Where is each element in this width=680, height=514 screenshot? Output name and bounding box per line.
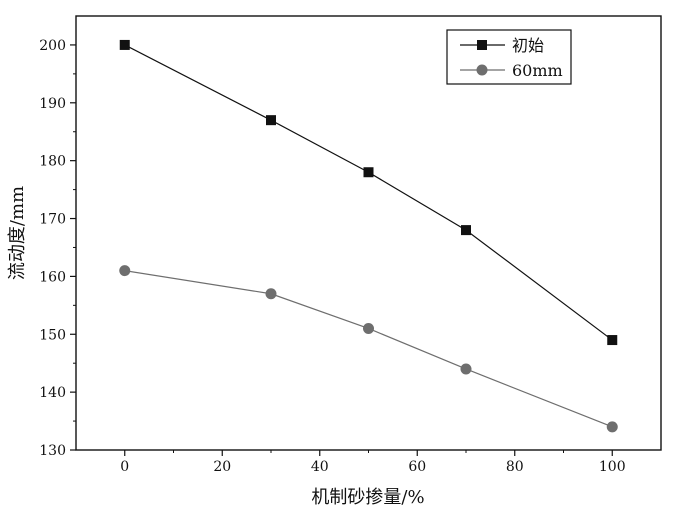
x-tick-label: 0 [120,459,129,475]
y-tick-label: 170 [39,212,66,228]
data-point-square [607,335,618,346]
y-tick-label: 190 [39,96,66,112]
data-point-square [363,167,374,178]
y-tick-label: 130 [39,443,66,459]
y-axis-ticks: 130 140 150 160 170 180 190 200 [39,38,76,459]
data-point-circle [119,265,131,277]
y-axis-title: 流动度/mm [7,186,28,280]
data-point-circle [606,421,618,433]
legend-marker-series-2 [476,64,488,76]
data-point-circle [363,322,374,334]
x-axis-ticks: 0 20 40 60 80 100 [120,450,626,475]
x-tick-label: 20 [213,459,231,475]
legend-marker-series-1 [477,40,487,50]
x-tick-label: 80 [506,459,524,475]
plot-frame [75,15,662,451]
data-point-circle [460,363,472,375]
x-axis-title: 机制砂掺量/% [311,487,424,508]
series-1 [119,39,618,346]
data-point-circle [265,288,277,300]
data-point-square [119,39,130,50]
legend-box [446,29,572,85]
y-tick-label: 200 [39,38,66,54]
legend-label-series-2: 60mm [512,61,563,80]
series-2 [119,265,618,433]
y-tick-label: 140 [39,385,66,401]
data-point-square [461,225,471,236]
series-line [124,270,613,428]
data-point-square [266,115,276,126]
y-tick-label: 160 [39,269,66,285]
x-tick-label: 60 [408,459,426,475]
legend-label-series-1: 初始 [512,36,544,55]
legend: 初始 60mm [446,29,572,85]
y-tick-label: 180 [39,154,66,170]
x-tick-label: 100 [599,459,626,475]
series-layer [119,39,618,433]
y-tick-label: 150 [39,327,66,343]
x-tick-label: 40 [311,459,329,475]
series-line [124,44,613,341]
